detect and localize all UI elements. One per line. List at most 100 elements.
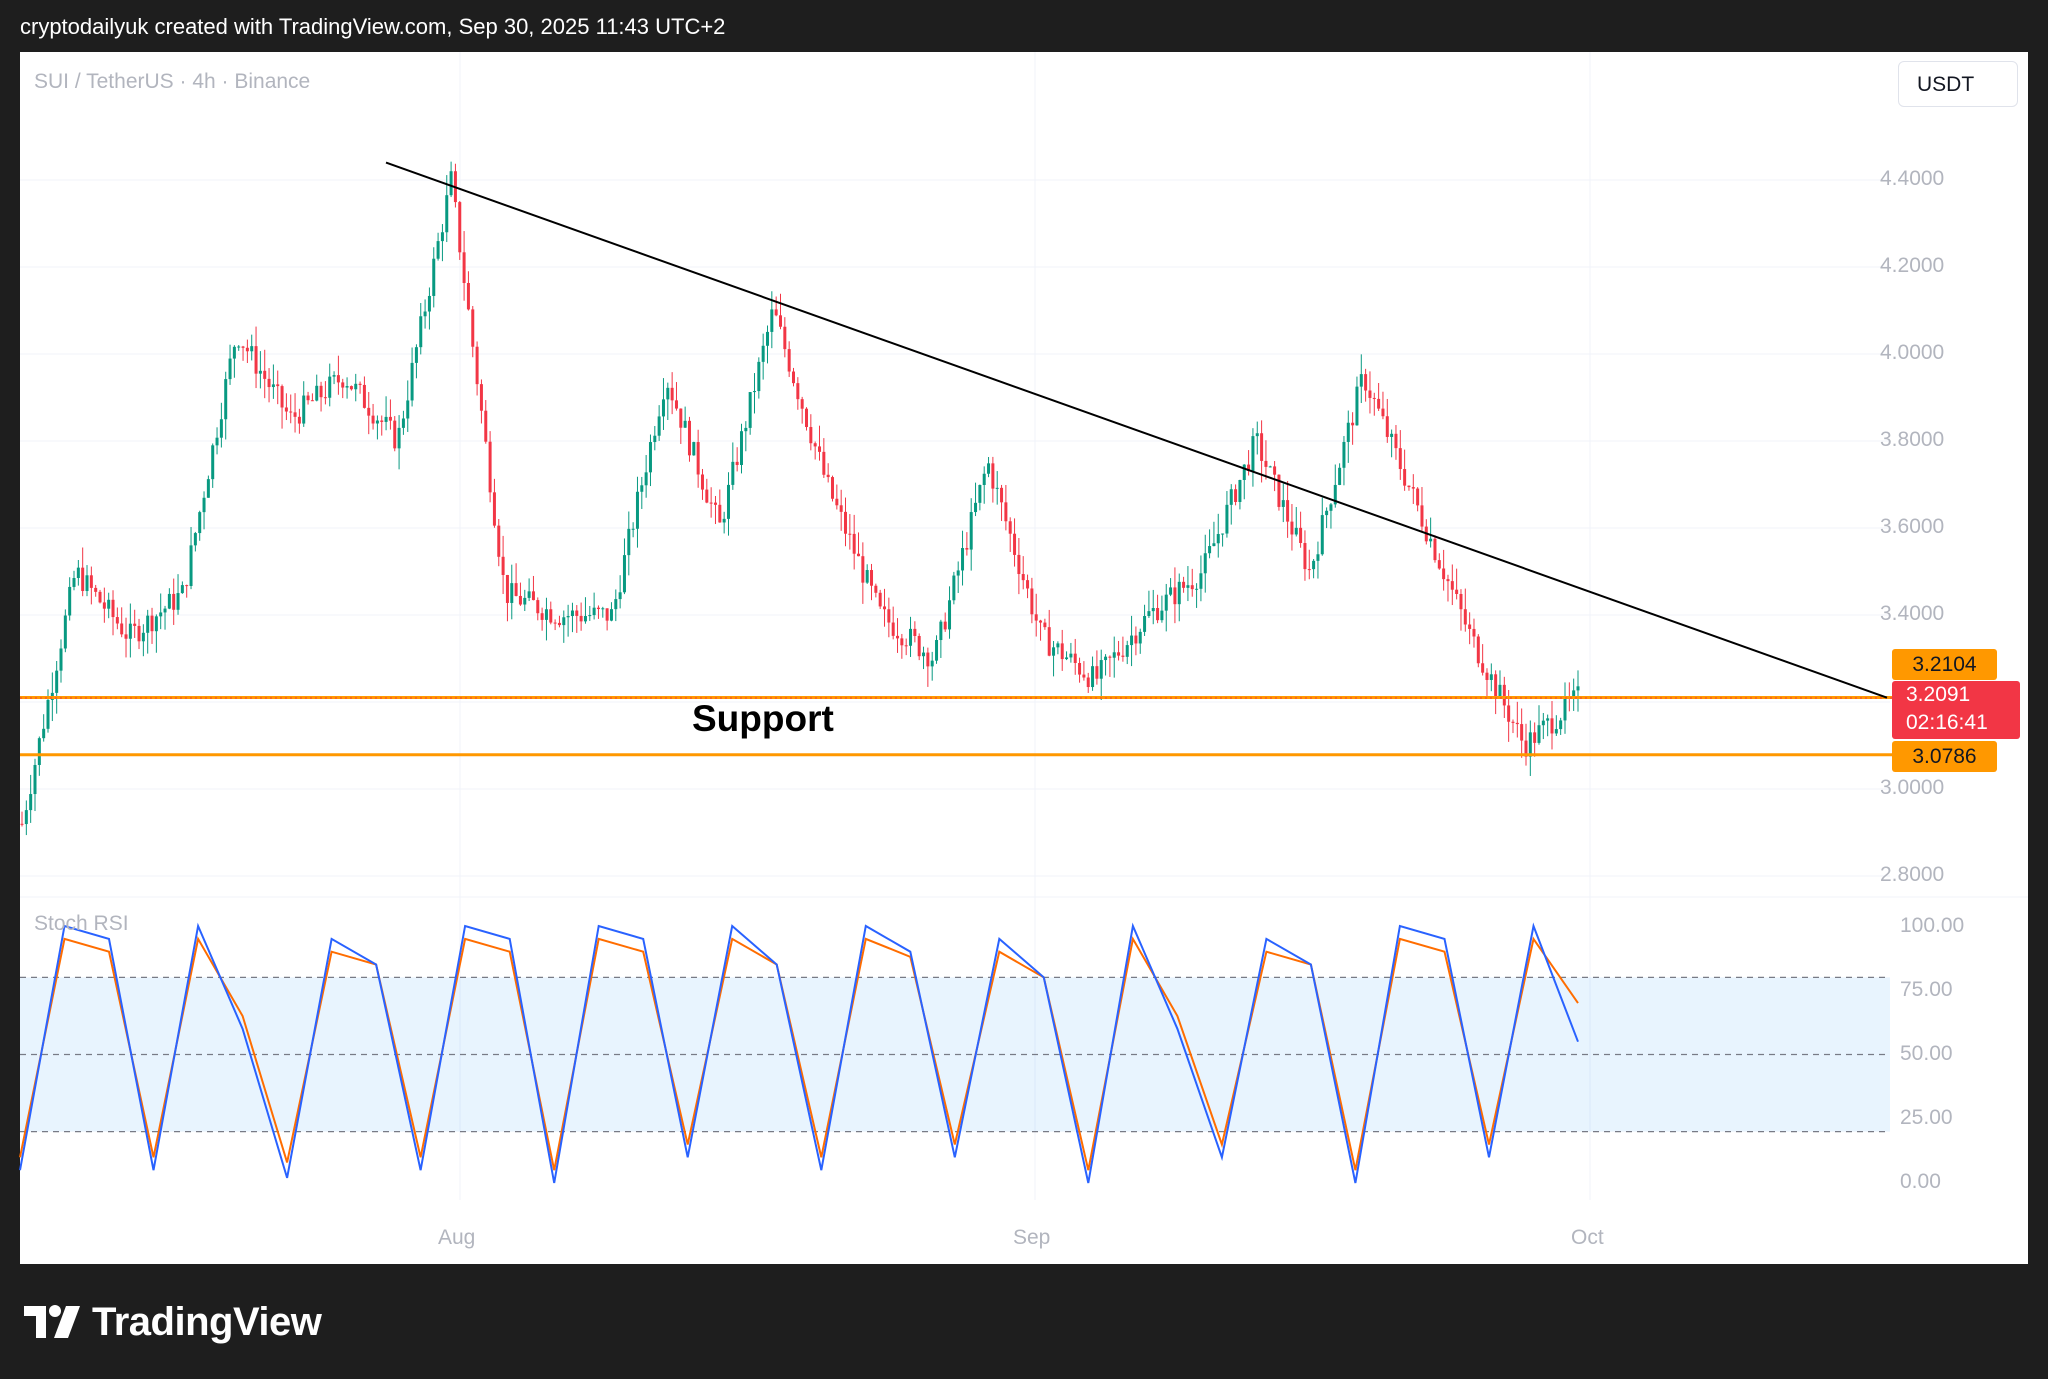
candle-body bbox=[180, 585, 184, 594]
candle-body bbox=[1095, 666, 1099, 679]
candle-body bbox=[1320, 515, 1324, 555]
candle-body bbox=[198, 512, 202, 534]
candle-body bbox=[1247, 464, 1251, 471]
candle-body bbox=[289, 411, 293, 413]
candle-body bbox=[115, 617, 119, 624]
candle-body bbox=[909, 628, 913, 646]
candle-body bbox=[683, 420, 687, 428]
candle-body bbox=[367, 407, 371, 416]
candle-body bbox=[1242, 464, 1246, 481]
candle-body bbox=[588, 615, 592, 617]
candle-body bbox=[332, 375, 336, 377]
candle-body bbox=[458, 202, 462, 253]
candle-body bbox=[1468, 624, 1472, 629]
candle-body bbox=[679, 408, 683, 428]
candle-body bbox=[1342, 441, 1346, 468]
candle-body bbox=[809, 427, 813, 444]
candle-body bbox=[1416, 488, 1420, 506]
price-label: 3.8000 bbox=[1880, 428, 1945, 451]
candle-body bbox=[501, 556, 505, 575]
candle-body bbox=[722, 518, 726, 523]
candle-body bbox=[445, 195, 449, 233]
candle-body bbox=[1017, 554, 1021, 575]
candle-body bbox=[241, 346, 245, 348]
rsi-scale-label: 0.00 bbox=[1900, 1170, 1941, 1193]
support-annotation[interactable]: Support bbox=[692, 698, 834, 739]
candle-body bbox=[709, 502, 713, 504]
candle-body bbox=[614, 599, 618, 610]
candle-body bbox=[718, 504, 722, 523]
candle-body bbox=[1329, 504, 1333, 511]
candle-body bbox=[232, 346, 236, 359]
candle-body bbox=[440, 232, 444, 242]
indicator-title[interactable]: Stoch RSI bbox=[34, 912, 129, 935]
candle-body bbox=[974, 502, 978, 513]
candle-body bbox=[1234, 489, 1238, 502]
candle-body bbox=[648, 442, 652, 473]
currency-button[interactable]: USDT bbox=[1898, 61, 2018, 107]
candle-body bbox=[1277, 474, 1281, 507]
candle-body bbox=[878, 592, 882, 607]
candle-body bbox=[627, 528, 631, 556]
candle-body bbox=[1251, 436, 1255, 471]
tradingview-logo[interactable]: TradingView bbox=[22, 1298, 322, 1346]
candle-body bbox=[674, 400, 678, 409]
candle-body bbox=[1030, 588, 1034, 615]
candle-body bbox=[1546, 718, 1550, 721]
candle-body bbox=[748, 392, 752, 428]
candle-body bbox=[579, 615, 583, 622]
candle-body bbox=[267, 378, 271, 388]
candle-body bbox=[1186, 585, 1190, 588]
candle-body bbox=[111, 599, 115, 618]
candle-body bbox=[653, 435, 657, 443]
candle-body bbox=[805, 408, 809, 428]
candle-body bbox=[59, 648, 63, 671]
candle-body bbox=[215, 437, 219, 446]
candle-body bbox=[1316, 554, 1320, 561]
candle-body bbox=[1134, 635, 1138, 644]
candle-body bbox=[713, 502, 717, 505]
tradingview-wordmark: TradingView bbox=[92, 1299, 322, 1344]
candle-body bbox=[1385, 416, 1389, 437]
candle-body bbox=[739, 431, 743, 465]
price-label: 4.0000 bbox=[1880, 341, 1945, 364]
candle-body bbox=[1420, 505, 1424, 527]
candle-body bbox=[1515, 722, 1519, 725]
candle-body bbox=[345, 386, 349, 388]
candle-body bbox=[310, 400, 314, 402]
candle-body bbox=[609, 609, 613, 621]
chart-frame[interactable] bbox=[20, 52, 2028, 1264]
candle-body bbox=[505, 574, 509, 603]
candle-body bbox=[692, 442, 696, 456]
candle-body bbox=[432, 258, 436, 296]
candle-body bbox=[258, 370, 262, 374]
candle-body bbox=[1299, 527, 1303, 543]
last-price-badge: 3.2091 02:16:41 bbox=[1892, 681, 2020, 739]
candle-body bbox=[943, 621, 947, 630]
candle-body bbox=[956, 570, 960, 576]
candle-body bbox=[1221, 533, 1225, 535]
candle-body bbox=[1268, 466, 1272, 468]
candle-body bbox=[362, 384, 366, 408]
candle-body bbox=[1099, 660, 1103, 679]
candle-body bbox=[596, 607, 600, 610]
candle-body bbox=[410, 362, 414, 401]
candle-body bbox=[341, 382, 345, 388]
candle-body bbox=[1550, 718, 1554, 734]
candle-body bbox=[250, 346, 254, 352]
candle-body bbox=[1052, 647, 1056, 656]
candle-body bbox=[791, 371, 795, 384]
candle-body bbox=[536, 600, 540, 614]
symbol-title[interactable]: SUI / TetherUS · 4h · Binance bbox=[34, 70, 311, 93]
price-label: 4.4000 bbox=[1880, 167, 1945, 190]
candle-body bbox=[770, 309, 774, 332]
candle-body bbox=[406, 400, 410, 419]
candle-body bbox=[224, 379, 228, 420]
candle-body bbox=[1537, 725, 1541, 743]
candle-body bbox=[1156, 608, 1160, 621]
candle-body bbox=[913, 628, 917, 636]
candle-body bbox=[85, 575, 89, 592]
candle-body bbox=[874, 585, 878, 593]
candle-body bbox=[1533, 732, 1537, 743]
